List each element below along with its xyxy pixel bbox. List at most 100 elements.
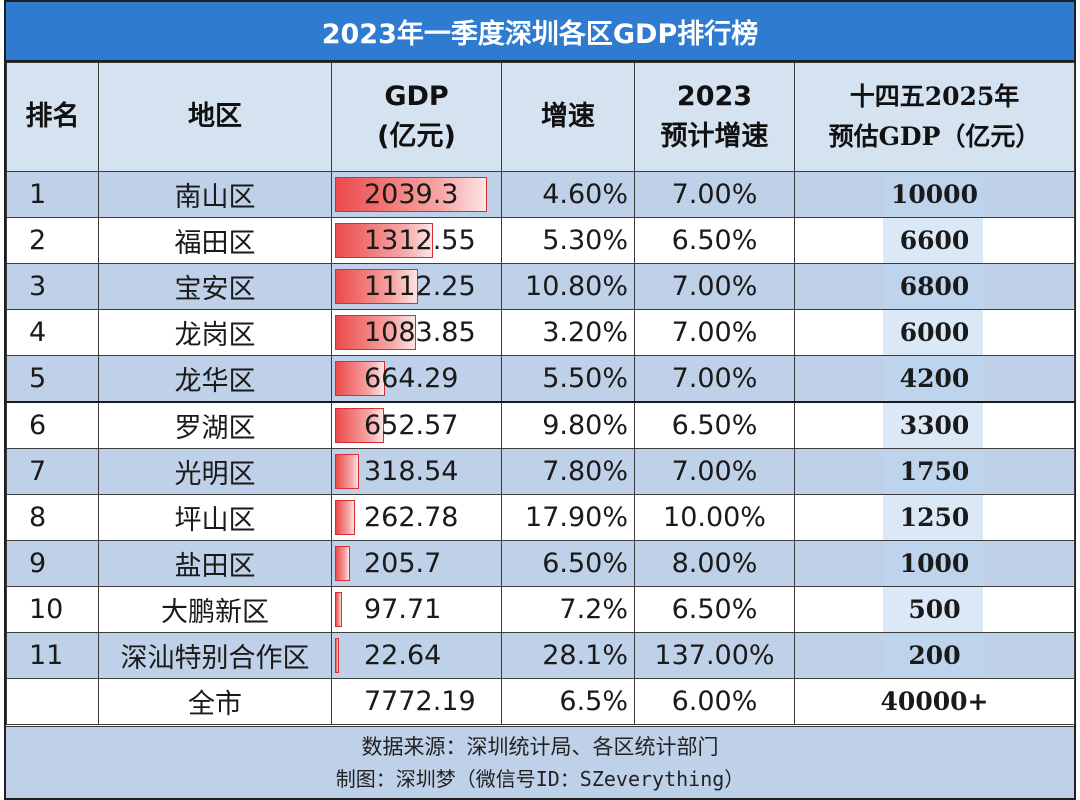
table-body: 1 南山区 2039.3 4.60% 7.00% 10000 2 福田区 1312.55 5.30… bbox=[6, 171, 1075, 725]
gdp-value: 22.64 bbox=[364, 640, 442, 671]
forecast-growth-cell: 10.00% bbox=[634, 494, 795, 541]
data-source-note: 数据来源：深圳统计局、各区统计部门 bbox=[361, 734, 719, 759]
gdp-cell: 7772.19 bbox=[331, 678, 502, 725]
gdp-cell: 652.57 bbox=[331, 401, 502, 449]
header-gdp: GDP (亿元) bbox=[331, 62, 502, 172]
gdp-data-bar bbox=[335, 361, 385, 396]
gdp-data-bar bbox=[335, 223, 433, 258]
forecast-growth-cell: 8.00% bbox=[634, 540, 795, 587]
district-cell: 龙岗区 bbox=[98, 309, 332, 356]
growth-cell: 5.50% bbox=[501, 355, 635, 403]
target-highlight bbox=[883, 633, 983, 678]
gdp-value: 664.29 bbox=[364, 363, 459, 394]
target-gdp-value: 6800 bbox=[899, 272, 970, 301]
forecast-growth-cell: 6.50% bbox=[634, 401, 795, 449]
table-row: 3 宝安区 1112.25 10.80% 7.00% 6800 bbox=[6, 263, 1075, 310]
gdp-value: 7772.19 bbox=[364, 686, 476, 717]
table-row: 8 坪山区 262.78 17.90% 10.00% 1250 bbox=[6, 494, 1075, 541]
target-gdp-cell: 1000 bbox=[794, 540, 1075, 587]
target-gdp-cell: 1750 bbox=[794, 448, 1075, 495]
target-gdp-value: 3300 bbox=[899, 411, 970, 440]
gdp-table: 排名 地区 GDP (亿元) 增速 2023 预计增速 十四五2025年 预估G… bbox=[6, 62, 1075, 725]
gdp-cell: 664.29 bbox=[331, 355, 502, 403]
growth-cell: 6.5% bbox=[501, 678, 635, 725]
forecast-growth-cell: 6.00% bbox=[634, 678, 795, 725]
growth-cell: 7.2% bbox=[501, 586, 635, 633]
forecast-growth-cell: 7.00% bbox=[634, 309, 795, 356]
table-row: 10 大鹏新区 97.71 7.2% 6.50% 500 bbox=[6, 586, 1075, 633]
header-growth: 增速 bbox=[501, 62, 635, 172]
gdp-data-bar bbox=[335, 315, 416, 350]
gdp-value: 205.7 bbox=[364, 548, 442, 579]
target-highlight bbox=[883, 264, 983, 309]
target-highlight bbox=[883, 356, 983, 401]
gdp-ranking-table-frame: 2023年一季度深圳各区GDP排行榜 排名 地区 GDP (亿元) 增速 202… bbox=[4, 0, 1076, 800]
gdp-cell: 1112.25 bbox=[331, 263, 502, 310]
table-row: 4 龙岗区 1083.85 3.20% 7.00% 6000 bbox=[6, 309, 1075, 356]
target-gdp-cell: 4200 bbox=[794, 355, 1075, 403]
target-highlight bbox=[883, 403, 983, 448]
forecast-growth-cell: 6.50% bbox=[634, 217, 795, 264]
gdp-cell: 22.64 bbox=[331, 632, 502, 679]
target-gdp-value: 1000 bbox=[899, 549, 970, 578]
district-cell: 宝安区 bbox=[98, 263, 332, 310]
gdp-cell: 205.7 bbox=[331, 540, 502, 587]
table-row: 2 福田区 1312.55 5.30% 6.50% 6600 bbox=[6, 217, 1075, 264]
gdp-value: 1312.55 bbox=[364, 225, 476, 256]
gdp-value: 97.71 bbox=[364, 594, 442, 625]
header-target-line1: 十四五2025年 bbox=[849, 82, 1020, 111]
gdp-data-bar bbox=[335, 638, 339, 673]
forecast-growth-cell: 7.00% bbox=[634, 355, 795, 403]
district-cell: 龙华区 bbox=[98, 355, 332, 403]
rank-cell: 10 bbox=[6, 586, 99, 633]
total-row: 全市 7772.19 6.5% 6.00% 40000+ bbox=[6, 678, 1075, 725]
gdp-value: 1112.25 bbox=[364, 271, 476, 302]
gdp-data-bar bbox=[335, 546, 350, 581]
gdp-data-bar bbox=[335, 269, 418, 304]
rank-cell: 5 bbox=[6, 355, 99, 403]
gdp-data-bar bbox=[335, 500, 355, 535]
district-cell: 南山区 bbox=[98, 171, 332, 218]
district-cell: 盐田区 bbox=[98, 540, 332, 587]
gdp-cell: 2039.3 bbox=[331, 171, 502, 218]
forecast-growth-cell: 137.00% bbox=[634, 632, 795, 679]
rank-cell: 1 bbox=[6, 171, 99, 218]
gdp-value: 318.54 bbox=[364, 456, 459, 487]
target-gdp-value: 10000 bbox=[891, 180, 978, 209]
forecast-growth-cell: 7.00% bbox=[634, 171, 795, 218]
header-forecast: 2023 预计增速 bbox=[634, 62, 795, 172]
table-footer: 数据来源：深圳统计局、各区统计部门 制图：深圳梦（微信号ID：SZeveryth… bbox=[6, 726, 1074, 798]
growth-cell: 7.80% bbox=[501, 448, 635, 495]
district-cell: 深汕特别合作区 bbox=[98, 632, 332, 679]
target-highlight bbox=[883, 449, 983, 494]
growth-cell: 4.60% bbox=[501, 171, 635, 218]
gdp-data-bar bbox=[335, 592, 342, 627]
target-highlight bbox=[883, 587, 983, 632]
district-cell: 福田区 bbox=[98, 217, 332, 264]
growth-cell: 10.80% bbox=[501, 263, 635, 310]
gdp-data-bar bbox=[335, 177, 487, 212]
growth-cell: 28.1% bbox=[501, 632, 635, 679]
target-gdp-cell: 6600 bbox=[794, 217, 1075, 264]
header-target-line2: 预估GDP（亿元） bbox=[828, 122, 1041, 151]
rank-cell: 9 bbox=[6, 540, 99, 587]
growth-cell: 9.80% bbox=[501, 401, 635, 449]
growth-cell: 3.20% bbox=[501, 309, 635, 356]
gdp-cell: 1083.85 bbox=[331, 309, 502, 356]
chart-credit: 制图：深圳梦（微信号ID：SZeverything） bbox=[335, 766, 745, 791]
growth-cell: 6.50% bbox=[501, 540, 635, 587]
table-row: 7 光明区 318.54 7.80% 7.00% 1750 bbox=[6, 448, 1075, 495]
target-gdp-cell: 1250 bbox=[794, 494, 1075, 541]
gdp-value: 1083.85 bbox=[364, 317, 476, 348]
target-gdp-cell: 10000 bbox=[794, 171, 1075, 218]
target-highlight bbox=[883, 172, 983, 217]
target-gdp-cell: 500 bbox=[794, 586, 1075, 633]
target-highlight bbox=[883, 218, 983, 263]
table-row: 5 龙华区 664.29 5.50% 7.00% 4200 bbox=[6, 355, 1075, 403]
rank-cell: 4 bbox=[6, 309, 99, 356]
rank-cell bbox=[6, 678, 99, 725]
forecast-growth-cell: 7.00% bbox=[634, 448, 795, 495]
gdp-cell: 97.71 bbox=[331, 586, 502, 633]
target-gdp-value: 6000 bbox=[899, 318, 970, 347]
target-gdp-cell: 200 bbox=[794, 632, 1075, 679]
